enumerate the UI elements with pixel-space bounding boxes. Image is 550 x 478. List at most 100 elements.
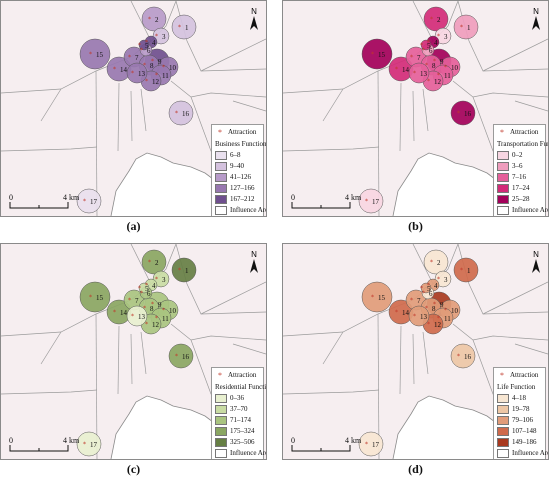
legend-swatch <box>497 449 509 458</box>
point-label-3: 3 <box>162 33 166 41</box>
influence-area-17 <box>76 188 102 214</box>
district-boundary <box>482 281 548 315</box>
influence-area-5 <box>138 282 150 294</box>
point-label-12: 12 <box>152 78 160 86</box>
legend-class-5: 25–28 <box>497 194 543 205</box>
influence-area-1 <box>453 257 479 283</box>
point-label-4: 4 <box>152 39 156 47</box>
point-label-17: 17 <box>372 198 380 206</box>
point-label-13: 13 <box>420 313 428 321</box>
district-boundary <box>1 389 98 395</box>
attraction-marker: * <box>151 301 154 308</box>
point-label-13: 13 <box>138 313 146 321</box>
point-label-9: 9 <box>440 301 444 309</box>
influence-area-16 <box>168 343 194 369</box>
attraction-marker: * <box>433 301 436 308</box>
legend: * Attraction Residential Function 0–36 37–70… <box>211 367 267 459</box>
district-boundary <box>200 281 266 315</box>
north-label: N <box>533 7 539 16</box>
legend-swatch <box>497 438 509 447</box>
legend-swatch <box>497 416 509 425</box>
attraction-icon: * <box>218 128 222 137</box>
water-area <box>393 153 495 216</box>
legend-class-label: 0–36 <box>230 394 244 402</box>
legend-attraction: * Attraction <box>497 127 543 138</box>
legend-class-label: 149–186 <box>512 438 537 446</box>
point-label-11: 11 <box>444 72 451 80</box>
legend-influence: Influence Area <box>497 448 548 459</box>
map-panel-life: * 1 * 2 * 3 * 4 * 5 * 6 * 7 * 8 * 9 * 10 * 11 * 12 * 13 * 14 * 15 * 16 *… <box>282 243 549 460</box>
attraction-marker: * <box>413 313 416 320</box>
map-panel-transportation: * 1 * 2 * 3 * 4 * 5 * 6 * 7 * 8 * 9 * 10 * 11 * 12 * 13 * 14 * 15 * 16 *… <box>282 0 549 217</box>
legend-attraction: * Attraction <box>215 127 261 138</box>
attraction-marker: * <box>145 321 148 328</box>
legend-swatch <box>215 427 227 436</box>
legend-class-label: 0–2 <box>512 151 523 159</box>
attraction-marker: * <box>420 285 423 292</box>
legend: * Attraction Life Function 4–18 19–78 79–106 1… <box>493 367 548 459</box>
legend-class-label: 7–16 <box>512 173 526 181</box>
legend-class-label: 175–324 <box>230 427 255 435</box>
attraction-marker: * <box>155 72 158 79</box>
water-area <box>111 153 213 216</box>
scale-start-label: 0 <box>291 193 295 202</box>
influence-area-15 <box>79 38 111 70</box>
point-label-9: 9 <box>158 301 162 309</box>
attraction-marker: * <box>128 54 131 61</box>
point-label-7: 7 <box>417 297 421 305</box>
point-label-11: 11 <box>162 315 169 323</box>
legend-swatch <box>497 173 509 182</box>
point-label-12: 12 <box>434 321 442 329</box>
legend-class-2: 3–6 <box>497 161 543 172</box>
attraction-marker: * <box>140 290 143 297</box>
attraction-marker: * <box>427 282 430 289</box>
influence-area-15 <box>79 281 111 313</box>
attraction-marker: * <box>395 66 398 73</box>
legend-class-3: 79–106 <box>497 415 543 426</box>
legend-class-label: 6–8 <box>230 151 241 159</box>
point-label-7: 7 <box>417 54 421 62</box>
district-boundary <box>117 325 120 395</box>
influence-area-3 <box>434 270 452 288</box>
district-boundary <box>412 244 434 285</box>
legend-class-1: 0–36 <box>215 393 261 404</box>
point-label-11: 11 <box>444 315 451 323</box>
attraction-marker: * <box>178 267 181 274</box>
panel-caption-c: (c) <box>126 462 141 476</box>
attraction-marker: * <box>371 294 374 301</box>
point-label-4: 4 <box>434 282 438 290</box>
district-boundary <box>40 88 62 122</box>
district-boundary <box>140 88 147 132</box>
attraction-marker: * <box>425 62 428 69</box>
legend: * Attraction Business Function 6–8 9–40 41–12… <box>211 124 266 216</box>
north-label: N <box>533 250 539 259</box>
influence-area-1 <box>171 257 197 283</box>
attraction-icon: * <box>218 371 222 380</box>
attraction-marker: * <box>131 313 134 320</box>
point-label-4: 4 <box>434 39 438 47</box>
district-boundary <box>283 146 380 152</box>
attraction-marker: * <box>365 198 368 205</box>
legend-swatch <box>215 405 227 414</box>
legend: * Attraction Transportation Function 0–2 3–6… <box>493 124 548 216</box>
legend-class-label: 19–78 <box>512 405 530 413</box>
map-panel-residential: * 1 * 2 * 3 * 4 * 5 * 6 * 7 * 8 * 9 * 10 * 11 * 12 * 13 * 14 * 15 * 16 *… <box>0 243 267 460</box>
influence-area-17 <box>358 188 384 214</box>
scale-bar-line <box>291 202 351 209</box>
district-boundary <box>1 146 98 152</box>
legend-class-label: 17–24 <box>512 184 530 192</box>
point-label-1: 1 <box>185 267 189 275</box>
scale-end-label: 4 km <box>63 436 80 445</box>
attraction-marker: * <box>430 259 433 266</box>
attraction-marker: * <box>143 305 146 312</box>
legend-influence: Influence Area <box>497 205 548 216</box>
point-label-8: 8 <box>150 62 154 70</box>
legend-title: Residential Function <box>215 383 267 391</box>
point-label-8: 8 <box>432 305 436 313</box>
district-boundary <box>412 333 415 385</box>
legend-class-label: 4–18 <box>512 394 526 402</box>
legend-class-3: 41–126 <box>215 172 261 183</box>
district-boundary <box>130 90 133 142</box>
north-arrow: N <box>248 250 260 277</box>
scale-end-label: 4 km <box>345 436 362 445</box>
